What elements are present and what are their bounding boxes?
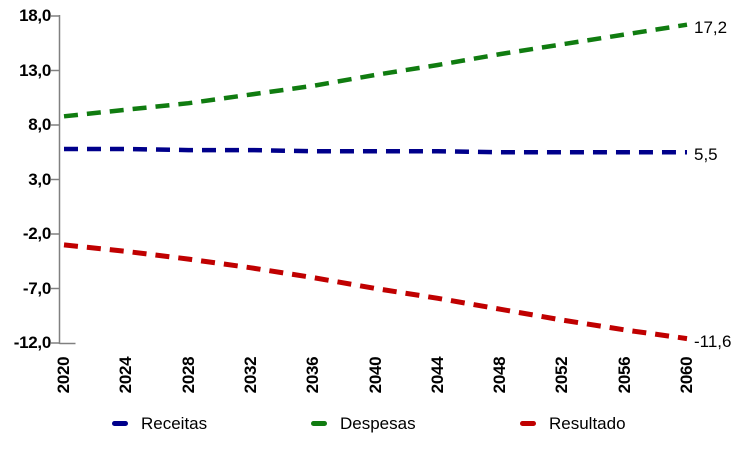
x-axis-label: 2060 [677,356,696,394]
legend-item-resultado: Resultado [520,414,626,434]
y-axis-label: -2,0 [22,224,51,243]
y-axis-label: -12,0 [13,333,52,352]
series-line-receitas [64,146,687,155]
x-axis-label: 2056 [614,356,634,394]
legend-dash-resultado-icon [520,421,536,427]
series-line-resultado [63,242,688,342]
series-line-despesas [63,22,688,119]
legend: Receitas Despesas Resultado [0,414,737,434]
x-axis-label: 2036 [303,356,323,394]
x-axis-label: 2044 [427,356,447,394]
end-value-label-despesas: 17,2 [694,17,728,37]
x-axis-label: 2048 [490,356,510,394]
x-axis-label: 2032 [240,356,260,394]
legend-label-receitas: Receitas [141,414,208,433]
end-value-label-resultado: -11,6 [694,331,732,351]
legend-label-resultado: Resultado [549,414,626,433]
y-axis-label: 3,0 [28,169,51,189]
legend-dash-despesas-icon [311,421,327,427]
x-axis-label: 2052 [552,356,572,394]
x-axis-label: 2028 [178,356,198,394]
legend-item-despesas: Despesas [311,414,416,434]
y-axis-label: -7,0 [22,278,51,298]
legend-label-despesas: Despesas [340,414,416,433]
y-axis-label: 8,0 [28,115,51,134]
x-axis-label: 2040 [365,356,385,394]
x-axis-label: 2020 [54,356,73,394]
y-axis-label: 13,0 [19,60,51,80]
end-value-label-receitas: 5,5 [694,145,718,165]
legend-dash-receitas-icon [112,421,128,427]
y-axis-label: 18,0 [19,6,51,25]
legend-item-receitas: Receitas [112,414,207,434]
x-axis-label: 2024 [116,356,136,394]
